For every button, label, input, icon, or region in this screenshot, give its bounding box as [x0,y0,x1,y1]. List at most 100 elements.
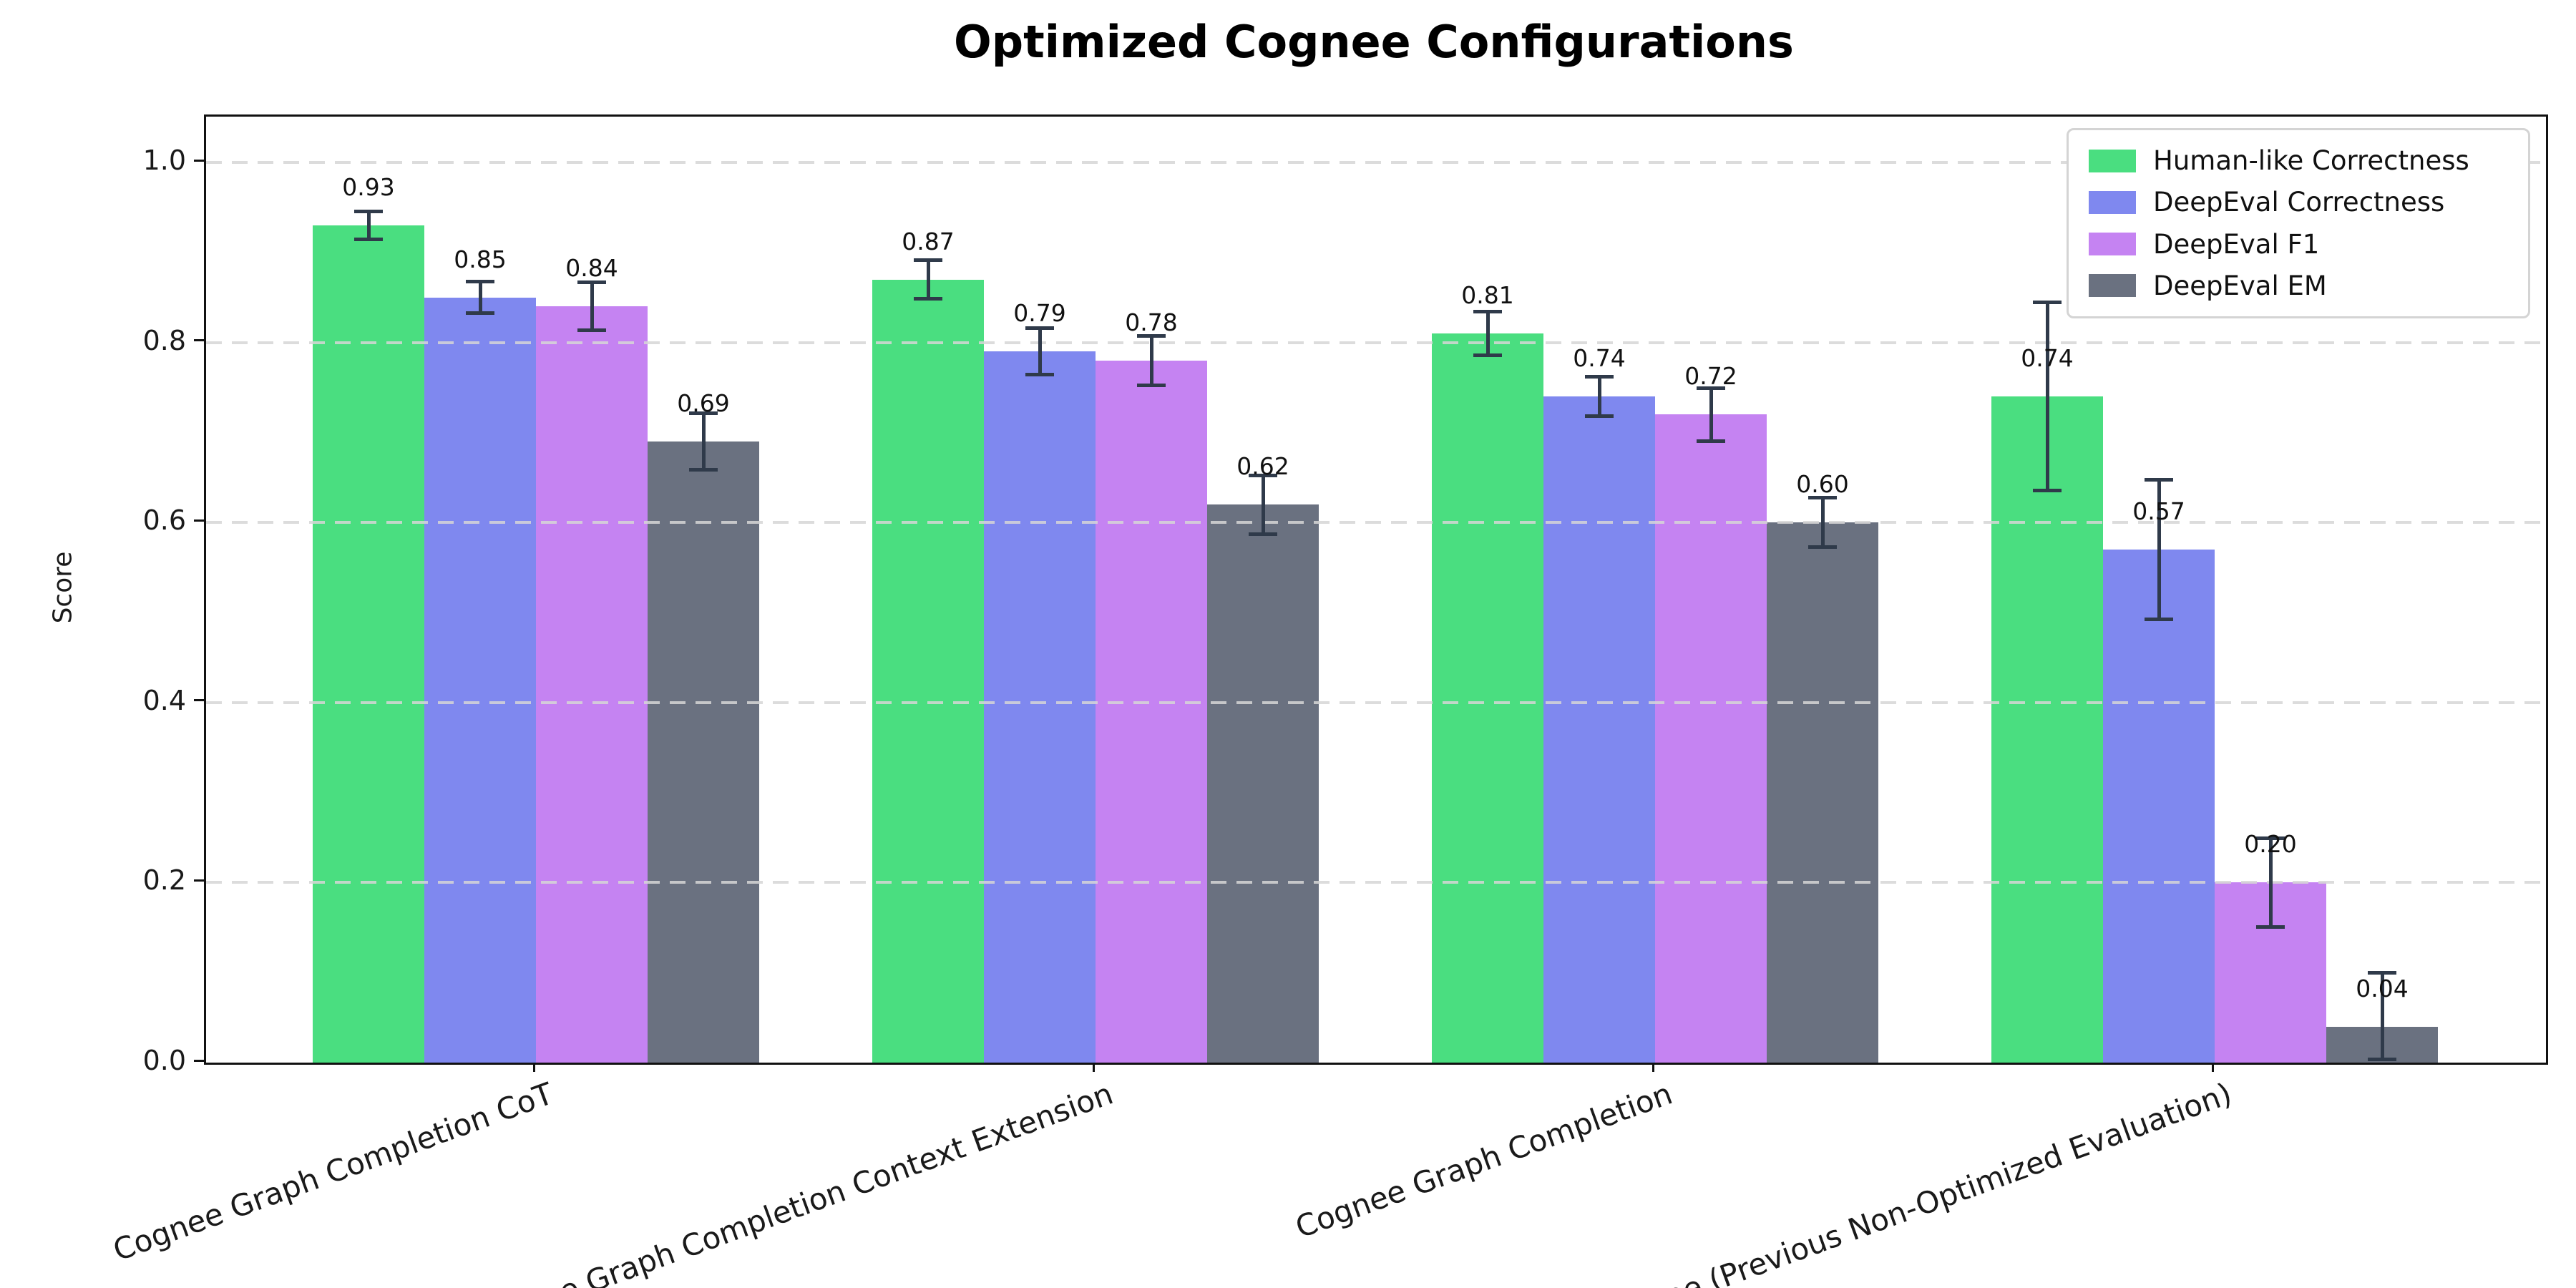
error-bar-cap-bottom [466,311,494,316]
bar-deepeval-f1-group-3 [1655,414,1767,1063]
bar-value-label: 0.20 [2244,830,2297,859]
legend-item-deepeval-em: DeepEval EM [2089,270,2528,301]
error-bar-cap-top [2256,836,2285,840]
error-bar-cap-top [1585,375,1614,379]
error-bar-cap-bottom [1808,545,1837,550]
legend-item-deepeval-correctness: DeepEval Correctness [2089,187,2528,218]
gridline-1.0 [206,161,2546,164]
bar-human-like-correctness-group-2 [872,279,984,1063]
bar-deepeval-correctness-group-3 [1543,396,1655,1063]
gridline-0.6 [206,521,2546,525]
error-bar [590,282,594,331]
bar-deepeval-correctness-group-1 [424,297,536,1063]
error-bar [1709,387,1713,441]
bar-value-label: 0.78 [1125,308,1178,336]
bar-value-label: 0.84 [565,254,618,283]
x-tick-label-group-4: Cognee (Previous Non-Optimized Evaluatio… [1587,1075,2237,1288]
error-bar-cap-bottom [914,297,942,301]
error-bar-cap-top [914,258,942,262]
y-tick-mark-0.6 [194,519,204,522]
legend-label: DeepEval Correctness [2153,187,2445,218]
error-bar-cap-bottom [2145,618,2173,622]
error-bar-cap-bottom [1137,383,1166,387]
y-tick-label-0.2: 0.2 [142,864,186,897]
error-bar-cap-bottom [2033,489,2062,493]
bar-value-label: 0.60 [1796,470,1849,499]
bar-value-label: 0.62 [1236,452,1289,481]
legend-label: DeepEval EM [2153,270,2327,301]
bar-value-label: 0.69 [677,389,730,417]
legend-item-human-like-correctness: Human-like Correctness [2089,145,2528,176]
error-bar [2157,479,2161,620]
y-tick-label-0.6: 0.6 [142,504,186,537]
bar-value-label: 0.81 [1461,281,1514,310]
y-tick-mark-0.0 [194,1059,204,1062]
y-axis-label: Score [48,551,78,624]
bar-value-label: 0.04 [2356,974,2409,1002]
legend: Human-like Correctness DeepEval Correctne… [2067,128,2530,318]
bar-deepeval-correctness-group-4 [2103,549,2215,1063]
gridline-0.2 [206,881,2546,884]
y-tick-label-0.0: 0.0 [142,1045,186,1076]
legend-swatch [2089,274,2136,298]
gridline-0.4 [206,701,2546,704]
bar-human-like-correctness-group-3 [1432,333,1543,1063]
legend-label: Human-like Correctness [2153,145,2469,177]
error-bar-cap-top [689,411,718,415]
error-bar [701,412,706,471]
error-bar-cap-bottom [1585,414,1614,418]
x-tick-mark-group-2 [1092,1060,1095,1072]
chart-title: Optimized Cognee Configurations [954,16,1794,68]
error-bar [1820,497,1825,548]
error-bar-cap-top [1025,326,1054,331]
legend-item-deepeval-f1: DeepEval F1 [2089,229,2528,260]
error-bar-cap-top [1137,333,1166,338]
error-bar [478,281,482,314]
bar-value-label: 0.74 [1573,344,1626,373]
bar-value-label: 0.93 [342,173,395,202]
y-tick-mark-0.8 [194,339,204,342]
error-bar [1261,474,1265,535]
x-tick-label-group-3: Cognee Graph Completion [1290,1075,1677,1245]
y-tick-mark-0.4 [194,699,204,702]
legend-label: DeepEval F1 [2153,228,2320,260]
error-bar-cap-bottom [1697,439,1725,443]
error-bar-cap-bottom [689,468,718,472]
error-bar-cap-bottom [2368,1058,2396,1061]
x-tick-label-group-2: Cognee Graph Completion Context Extensio… [464,1075,1118,1288]
error-bar [926,259,930,300]
error-bar-cap-bottom [577,328,606,333]
bar-value-label: 0.72 [1684,362,1737,391]
bar-human-like-correctness-group-1 [313,225,424,1063]
legend-swatch [2089,149,2136,172]
y-tick-mark-1.0 [194,159,204,162]
error-bar-cap-top [1249,473,1277,477]
y-tick-mark-0.2 [194,879,204,882]
x-tick-label-group-1: Cognee Graph Completion CoT [108,1075,558,1268]
error-bar [2268,837,2273,928]
y-tick-label-0.8: 0.8 [142,324,186,356]
legend-swatch [2089,233,2136,256]
bar-value-label: 0.79 [1013,299,1066,328]
error-bar [1485,311,1490,356]
bar-human-like-correctness-group-4 [1991,396,2103,1063]
error-bar-cap-top [577,280,606,285]
error-bar-cap-bottom [354,238,383,242]
bar-deepeval-f1-group-1 [536,306,648,1063]
error-bar-cap-top [1808,495,1837,499]
x-tick-mark-group-1 [532,1060,535,1072]
bar-deepeval-f1-group-2 [1096,360,1207,1063]
legend-swatch [2089,190,2136,214]
error-bar-cap-bottom [1249,532,1277,536]
error-bar [366,210,371,240]
bar-deepeval-em-group-2 [1207,504,1319,1063]
error-bar-cap-top [1473,309,1502,313]
error-bar [2380,972,2384,1060]
error-bar-cap-bottom [1473,353,1502,358]
error-bar [2045,301,2049,492]
error-bar-cap-bottom [2256,925,2285,930]
y-tick-label-1.0: 1.0 [142,145,186,176]
error-bar-cap-top [354,209,383,213]
error-bar-cap-top [2033,300,2062,304]
